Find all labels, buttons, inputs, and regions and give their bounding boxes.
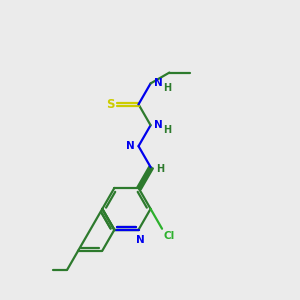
Text: H: H (156, 164, 164, 173)
Text: H: H (163, 83, 171, 93)
Text: N: N (154, 78, 163, 88)
Text: H: H (163, 125, 171, 135)
Text: N: N (136, 235, 144, 245)
Text: S: S (106, 98, 114, 111)
Text: N: N (154, 120, 163, 130)
Text: Cl: Cl (164, 231, 175, 241)
Text: N: N (126, 141, 135, 151)
